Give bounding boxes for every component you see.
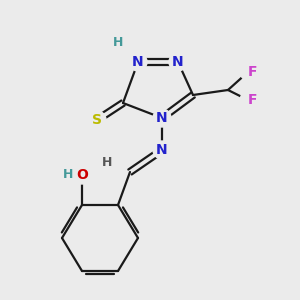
Text: H: H (63, 169, 73, 182)
Text: N: N (172, 55, 184, 69)
Text: F: F (248, 65, 257, 79)
Circle shape (88, 111, 106, 129)
Text: F: F (248, 93, 257, 107)
Circle shape (153, 141, 171, 159)
Text: N: N (156, 111, 168, 125)
Circle shape (153, 109, 171, 127)
Text: O: O (76, 168, 88, 182)
Text: N: N (156, 143, 168, 157)
Text: S: S (92, 113, 102, 127)
Text: H: H (102, 157, 112, 169)
Circle shape (73, 166, 91, 184)
Text: N: N (132, 55, 144, 69)
Circle shape (169, 53, 187, 71)
Text: H: H (113, 35, 123, 49)
Circle shape (240, 92, 256, 108)
Circle shape (240, 64, 256, 80)
Circle shape (129, 53, 147, 71)
